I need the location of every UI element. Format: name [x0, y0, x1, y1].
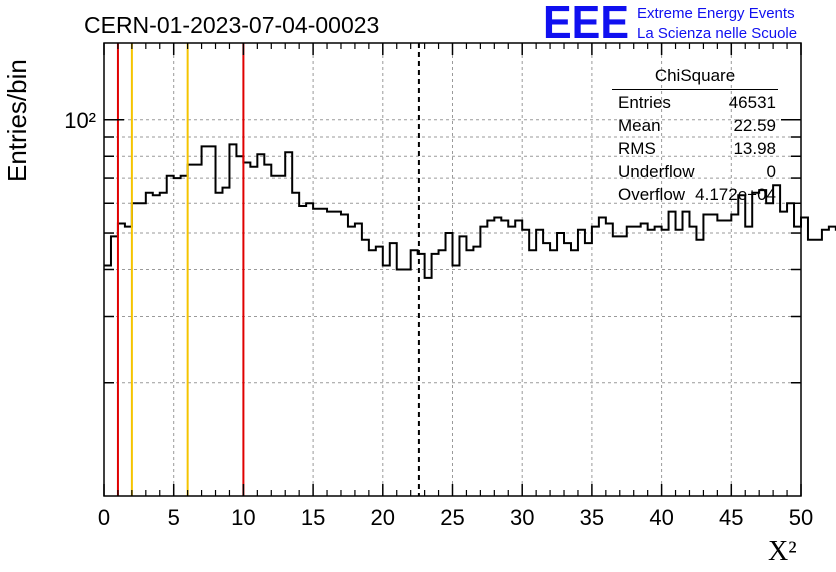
x-tick-label: 10	[231, 505, 255, 530]
stats-divider	[612, 89, 778, 90]
x-axis-label: X²	[768, 536, 797, 567]
svg-text:EEE: EEE	[543, 2, 629, 42]
stats-title: ChiSquare	[654, 66, 736, 85]
stats-row-underflow: Underflow 0	[618, 162, 776, 184]
x-tick-label: 30	[510, 505, 534, 530]
stats-row-mean: Mean 22.59	[618, 116, 776, 138]
stats-row-entries: Entries 46531	[618, 93, 776, 115]
x-tick-label: 35	[580, 505, 604, 530]
x-tick-label: 15	[301, 505, 325, 530]
logo-line1: Extreme Energy Events	[637, 5, 795, 22]
x-tick-label: 50	[789, 505, 813, 530]
chart-title: CERN-01-2023-07-04-00023	[84, 12, 380, 38]
histogram-series	[104, 143, 836, 279]
stats-value: 22.59	[733, 116, 776, 135]
stats-row-rms: RMS 13.98	[618, 139, 776, 161]
logo-line2: La Scienza nelle Scuole	[637, 25, 798, 42]
x-tick-label: 20	[371, 505, 395, 530]
x-tick-label: 40	[649, 505, 673, 530]
stats-key: RMS	[618, 139, 656, 158]
x-tick-label: 45	[719, 505, 743, 530]
eee-logo: EEE	[543, 2, 629, 42]
x-tick-label: 5	[168, 505, 180, 530]
stats-value: 46531	[728, 93, 776, 112]
stats-key: Overflow	[618, 185, 686, 204]
stats-key: Entries	[618, 93, 671, 112]
stats-value: 4.172e+04	[695, 185, 776, 204]
y-axis-label: Entries/bin	[2, 59, 32, 182]
y-tick-label: 10²	[64, 108, 96, 133]
stats-key: Mean	[618, 116, 661, 135]
x-tick-label: 25	[440, 505, 464, 530]
x-tick-label: 0	[98, 505, 110, 530]
stats-key: Underflow	[618, 162, 695, 181]
stats-value: 13.98	[733, 139, 776, 158]
stats-value: 0	[766, 162, 776, 181]
stats-row-overflow: Overflow 4.172e+04	[618, 185, 776, 207]
